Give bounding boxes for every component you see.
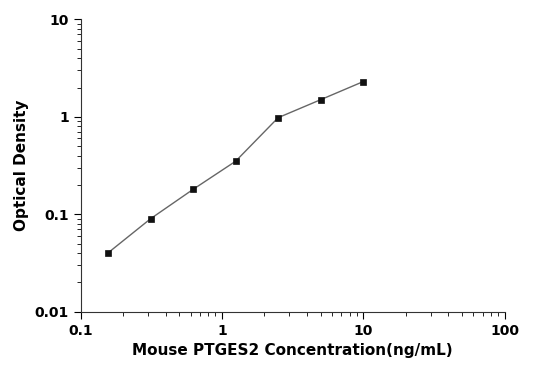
- Y-axis label: Optical Density: Optical Density: [14, 100, 29, 231]
- X-axis label: Mouse PTGES2 Concentration(ng/mL): Mouse PTGES2 Concentration(ng/mL): [132, 343, 453, 358]
